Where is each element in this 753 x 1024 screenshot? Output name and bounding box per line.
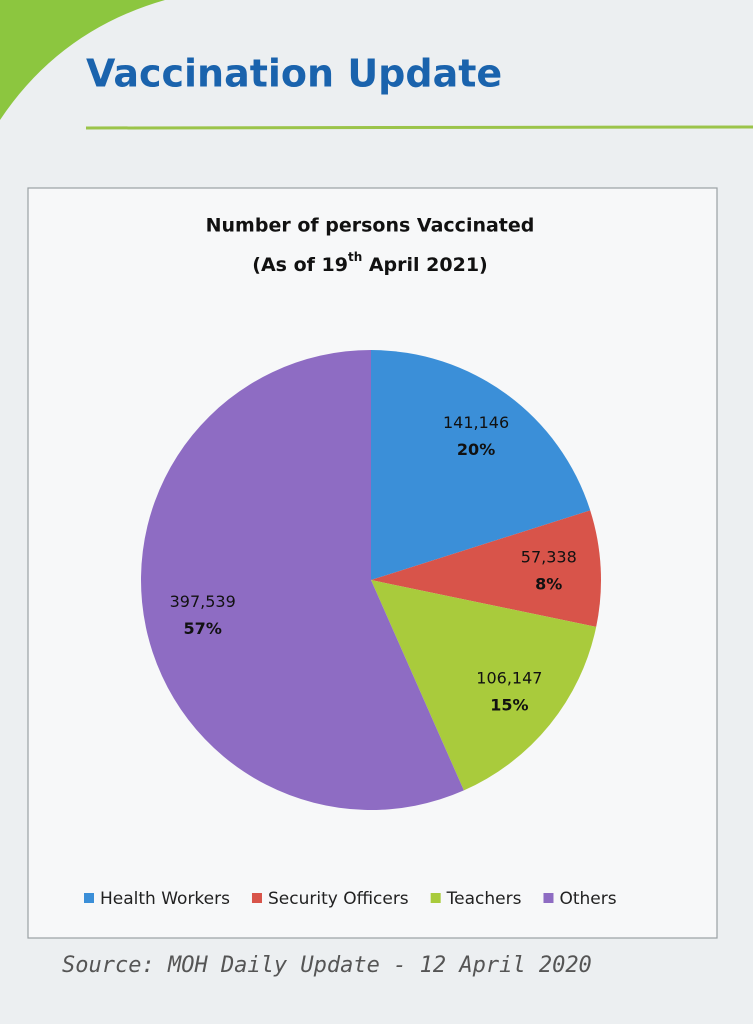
- legend-swatch: [84, 893, 94, 903]
- chart-subtitle: (As of 19th April 2021): [252, 250, 487, 276]
- subtitle-part: (As of 19: [252, 254, 348, 276]
- slide-title: Vaccination Update: [86, 52, 502, 96]
- pie-slice: [371, 580, 597, 791]
- corner-swoosh: [0, 0, 165, 120]
- percent-label: 8%: [535, 574, 562, 593]
- legend-swatch: [251, 893, 262, 903]
- value-label: 141,146: [443, 413, 509, 432]
- chart-title: Number of persons Vaccinated: [206, 215, 535, 237]
- subtitle-superscript: th: [348, 250, 362, 264]
- source-note: Source: MOH Daily Update - 12 April 2020: [62, 953, 592, 978]
- legend-swatch: [543, 893, 554, 903]
- percent-label: 15%: [490, 695, 528, 714]
- pie: 141,146 20% 57,338 8% 106,147 15% 397,539 57%: [141, 349, 601, 810]
- percent-label: 57%: [184, 619, 222, 638]
- title-rule: [85, 125, 753, 130]
- percent-label: 20%: [457, 440, 495, 459]
- pie-slice: [371, 510, 601, 627]
- legend-label: Security Officers: [268, 889, 409, 909]
- subtitle-part: April 2021): [362, 254, 488, 276]
- legend: Health Workers Security Officers Teachers O…: [84, 889, 617, 909]
- legend-label: Others: [559, 889, 616, 909]
- pie-slice: [371, 350, 591, 580]
- pie-slice: [141, 349, 464, 810]
- value-label: 57,338: [521, 547, 577, 566]
- legend-label: Teachers: [446, 889, 522, 909]
- legend-swatch: [430, 893, 441, 903]
- value-label: 397,539: [170, 592, 236, 611]
- value-label: 106,147: [476, 668, 542, 687]
- legend-label: Health Workers: [100, 889, 230, 909]
